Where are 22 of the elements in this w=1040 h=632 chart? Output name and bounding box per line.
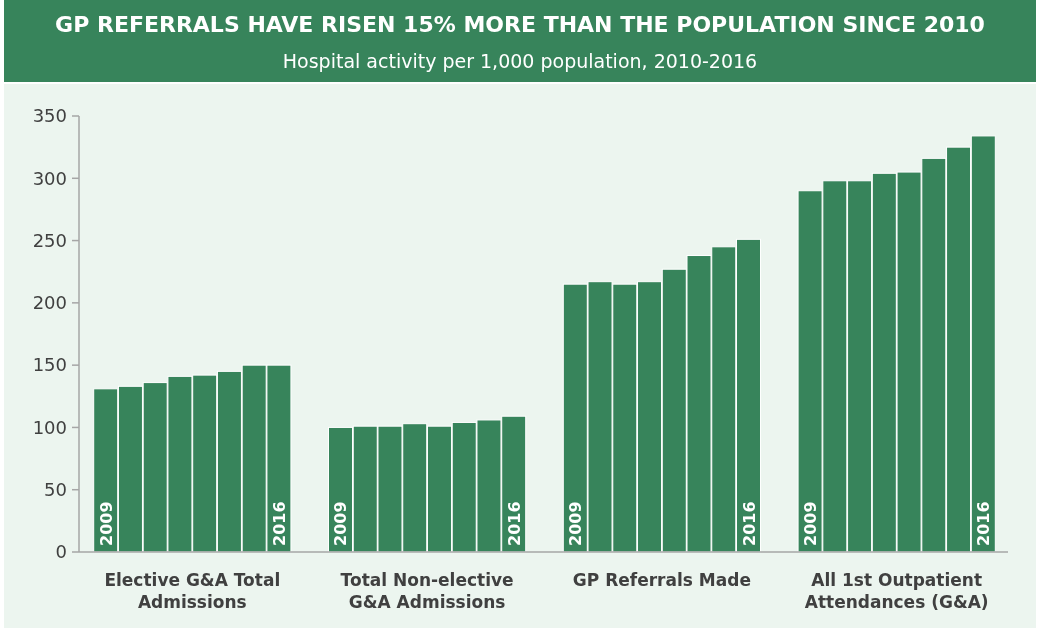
y-tick-label: 50 (44, 479, 67, 501)
x-tick-label: Total Non-elective G&A Admissions (340, 570, 514, 612)
y-tick-label: 300 (32, 167, 67, 189)
y-tick-label: 0 (55, 541, 67, 563)
series-label: 2016 (269, 501, 289, 546)
text: 2016 (739, 501, 759, 546)
text: 2009 (566, 501, 586, 546)
y-tick-label: 150 (32, 354, 67, 376)
y-tick-label: 100 (32, 416, 67, 438)
y-tick-label: 350 (32, 105, 67, 127)
y-tick-label: 200 (32, 292, 67, 314)
text: 2016 (974, 501, 994, 546)
text: 2016 (504, 501, 524, 546)
series-label: 2009 (96, 501, 116, 546)
text: 2009 (331, 501, 351, 546)
x-tick-label: GP Referrals Made (572, 570, 751, 590)
y-tick-label: 250 (32, 229, 67, 251)
text: 2009 (801, 501, 821, 546)
chart-title: GP REFERRALS HAVE RISEN 15% MORE THAN THE POPULATION SINCE 2010 (55, 12, 985, 37)
chart-subtitle: Hospital activity per 1,000 population, 2010-2016 (282, 50, 758, 72)
x-tick-label: All 1st Outpatient Attendances (G&A) (804, 570, 989, 612)
x-tick-label: Elective G&A Total Admissions (104, 570, 281, 612)
